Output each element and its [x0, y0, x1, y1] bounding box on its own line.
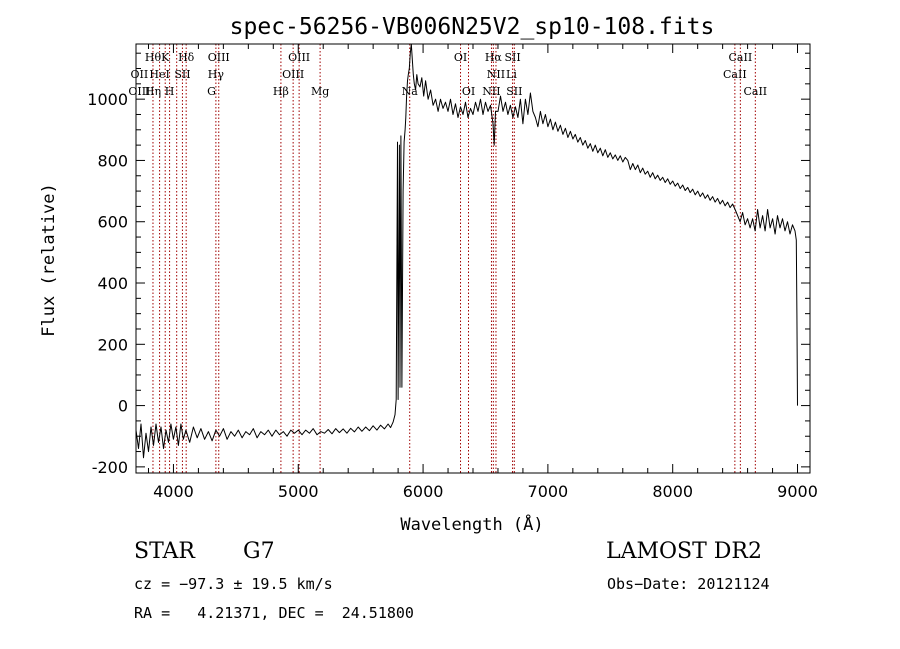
x-tick-label: 5000 — [278, 482, 319, 501]
x-axis-label: Wavelength (Å) — [400, 513, 543, 535]
y-tick-label: 0 — [118, 397, 128, 416]
spectrum-line — [135, 43, 798, 459]
x-tick-label: 6000 — [403, 482, 444, 501]
y-tick-label: 200 — [97, 335, 128, 354]
x-tick-label: 7000 — [528, 482, 569, 501]
y-tick-label: 800 — [97, 151, 128, 170]
spectral-line-label: Hδ — [178, 51, 195, 64]
y-axis: -200 0 200 400 600 800 1000 — [87, 52, 810, 477]
spectral-line-label: HeI — [149, 68, 169, 81]
spectral-line-label: Li — [506, 68, 517, 81]
spectral-line-label: OI — [462, 85, 475, 98]
spectral-line-label: NII — [487, 68, 505, 81]
spectral-line-label: CaII — [729, 51, 753, 64]
x-tick-label: 8000 — [652, 482, 693, 501]
spectral-line-label: CaII — [743, 85, 767, 98]
plot-frame — [135, 43, 811, 474]
spectral-line-label: OIII — [288, 51, 310, 64]
x-tick-label: 4000 — [153, 482, 194, 501]
chart-title: spec-56256-VB006N25V2_sp10-108.fits — [230, 14, 715, 40]
redshift-cz: cz = −97.3 ± 19.5 km/s — [134, 575, 333, 593]
spectral-line-label: OIII — [208, 51, 230, 64]
coordinates: RA = 4.21371, DEC = 24.51800 — [134, 604, 414, 622]
spectral-line-label: OIII — [128, 85, 150, 98]
spectral-line-label: G — [207, 85, 216, 98]
x-tick-label: 9000 — [777, 482, 818, 501]
y-tick-label: 400 — [97, 274, 128, 293]
spectral-line-label: H — [165, 85, 175, 98]
data-release: LAMOST DR2 — [606, 539, 762, 564]
spectral-line-label: SII — [506, 85, 522, 98]
object-subclass: G7 — [243, 539, 275, 564]
spectral-line-label: SII — [504, 51, 520, 64]
spectral-line-label: K — [161, 51, 170, 64]
spectral-line-label: Hη — [145, 85, 161, 98]
spectral-line-label: Mg — [311, 85, 329, 98]
spectral-line-label: SII — [174, 68, 190, 81]
spectral-line-label: Hβ — [273, 85, 289, 98]
spectral-line-label: Hθ — [145, 51, 162, 64]
spectral-line-label: OIII — [282, 68, 304, 81]
spectral-line-label: Hγ — [208, 68, 225, 81]
spectral-line-label: NII — [482, 85, 500, 98]
spectrum-series — [135, 43, 798, 459]
observation-date: Obs−Date: 20121124 — [607, 575, 770, 593]
spectral-line-markers — [152, 44, 756, 473]
spectral-line-label: OI — [454, 51, 467, 64]
y-tick-label: -200 — [92, 458, 128, 477]
spectral-line-label: CaII — [723, 68, 747, 81]
y-tick-label: 1000 — [87, 90, 128, 109]
spectral-line-label: Na — [402, 85, 419, 98]
spectral-line-label: Hα — [485, 51, 503, 64]
spectral-line-label: OII — [131, 68, 149, 81]
object-class: STAR — [134, 539, 195, 564]
x-axis: 4000 5000 6000 7000 8000 9000 — [147, 44, 818, 501]
y-axis-label: Flux (relative) — [39, 183, 59, 337]
y-tick-label: 600 — [97, 213, 128, 232]
